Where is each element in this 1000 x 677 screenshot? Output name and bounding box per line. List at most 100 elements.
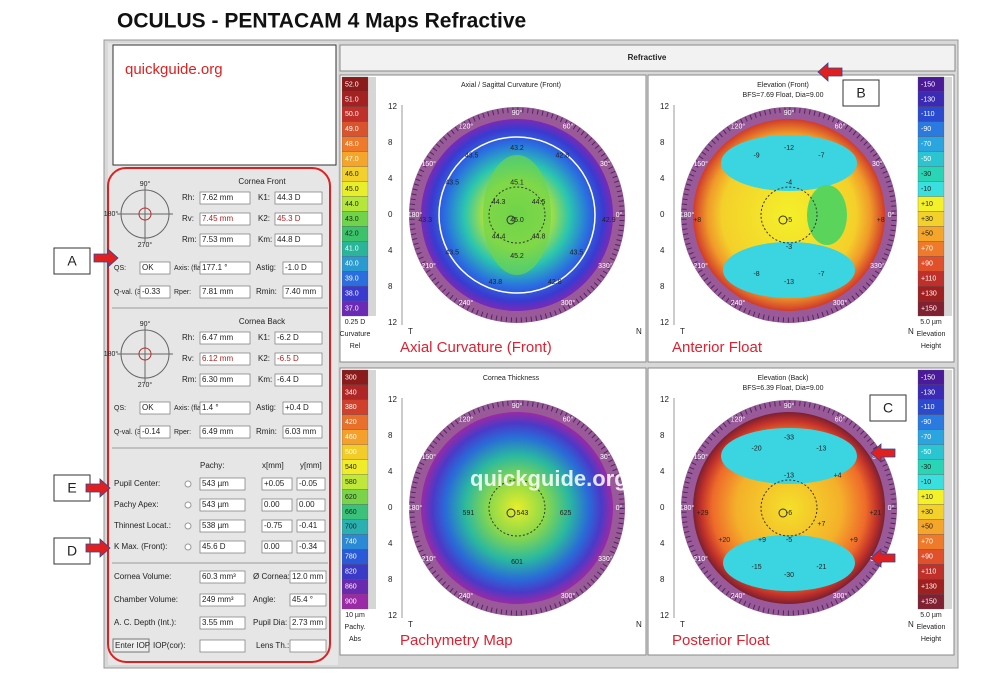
scale-label: +130 — [921, 583, 937, 590]
y-value: -0.05 — [299, 479, 318, 488]
degree-label: 90° — [512, 109, 523, 117]
scale-unit: 5.0 µm — [920, 319, 942, 326]
scale-label: +130 — [921, 290, 937, 297]
y-tick-label: 4 — [388, 467, 393, 476]
degree-label: 150° — [421, 453, 436, 461]
location-marker — [184, 480, 192, 488]
callout-box — [53, 537, 91, 565]
map-value: +9 — [758, 537, 766, 544]
field-value: +0.4 D — [285, 403, 309, 412]
y-tick-label: 4 — [388, 539, 393, 548]
field-value: 177.1 ° — [202, 263, 227, 272]
app-title: OCULUS - PENTACAM 4 Maps Refractive — [117, 10, 526, 33]
scale-label: +150 — [921, 305, 937, 312]
y-tick-label: 4 — [660, 539, 665, 548]
y-tick-label: 12 — [388, 102, 397, 111]
map-value: -7 — [818, 152, 824, 159]
degree-label: 300° — [561, 299, 576, 307]
polar-label: 180° — [104, 210, 119, 218]
y-tick-label: 0 — [660, 210, 665, 219]
scale-label: 860 — [345, 583, 357, 590]
section-heading: Cornea Front — [238, 177, 286, 186]
row-label: Chamber Volume: — [114, 595, 178, 604]
scale-label: -130 — [921, 389, 935, 396]
value: 45.4 ° — [292, 595, 313, 604]
map-caption: Posterior Float — [672, 632, 770, 649]
map-value: -5 — [786, 537, 792, 544]
scale-label: -50 — [921, 156, 931, 163]
scale-label: +50 — [921, 524, 933, 531]
button[interactable] — [112, 638, 150, 653]
polar-label: 90° — [140, 180, 151, 188]
degree-label: 210° — [421, 555, 436, 563]
side-label: T — [680, 327, 685, 336]
callout-arrow — [870, 548, 896, 568]
degree-label: 300° — [833, 592, 848, 600]
map-region — [721, 135, 857, 191]
callout-label: C — [883, 400, 893, 416]
map-value: -4 — [786, 179, 792, 186]
scale-label: 580 — [345, 479, 357, 486]
tab-label[interactable]: Refractive — [628, 53, 667, 62]
y-tick-label: 4 — [660, 246, 665, 255]
map-value: -13 — [816, 445, 826, 452]
callout-box — [842, 79, 880, 107]
scale-label: 42.0 — [345, 231, 359, 238]
row-label: A. C. Depth (Int.): — [114, 618, 176, 627]
y-tick-label: 8 — [388, 282, 393, 291]
map-subtitle: BFS=6.39 Float, Dia=9.00 — [743, 385, 824, 392]
polar-label: 270° — [138, 241, 153, 249]
value: 12.0 mm — [292, 572, 323, 581]
map-value: -12 — [784, 145, 794, 152]
field-box — [282, 285, 323, 299]
scale-label: +30 — [921, 216, 933, 223]
field-box — [199, 261, 251, 275]
field-box — [199, 331, 251, 345]
scale-unit: 0.25 D — [345, 319, 366, 326]
scale-label: 45.0 — [345, 186, 359, 193]
field-box — [296, 477, 326, 491]
location-marker — [184, 522, 192, 530]
map-value: 42.9 — [602, 217, 616, 224]
degree-label: 30° — [600, 160, 611, 168]
scale-label: 540 — [345, 464, 357, 471]
scale-label: 700 — [345, 524, 357, 531]
field-value: 6.12 mm — [202, 354, 233, 363]
field-value: 7.53 mm — [202, 235, 233, 244]
scale-unit: 10 µm — [345, 612, 365, 619]
map-value: 43.8 — [489, 279, 503, 286]
scale-label: -10 — [921, 186, 931, 193]
scale-label: +150 — [921, 598, 937, 605]
y-tick-label: 12 — [660, 318, 669, 327]
map-value: -33 — [784, 435, 794, 442]
field-box — [199, 540, 246, 554]
degree-label: 330° — [870, 262, 885, 270]
scale-unit: Elevation — [917, 624, 946, 631]
field-box — [139, 261, 171, 275]
map-value: 45.0 — [510, 217, 524, 224]
highlight-outline — [107, 167, 331, 663]
degree-label: 60° — [835, 416, 846, 424]
scale-label: 44.0 — [345, 201, 359, 208]
field-value: 45.3 D — [277, 214, 301, 223]
field-box — [289, 639, 327, 653]
tab[interactable] — [339, 44, 956, 72]
map-region — [483, 155, 551, 275]
scale-label: +70 — [921, 539, 933, 546]
map-value: 44.3 — [492, 199, 506, 206]
degree-label: 60° — [563, 123, 574, 131]
callout-label: A — [67, 253, 77, 269]
scale-label: +110 — [921, 569, 936, 576]
field-value: 7.45 mm — [202, 214, 233, 223]
scale-label: 41.0 — [345, 246, 359, 253]
degree-label: 0° — [616, 504, 623, 512]
scale-unit: Pachy. — [345, 624, 366, 631]
field-label: Rv: — [182, 354, 194, 363]
scale-label: -90 — [921, 126, 931, 133]
scale-label: 49.0 — [345, 126, 359, 133]
field-box — [199, 498, 246, 512]
scale-label: 820 — [345, 569, 357, 576]
y-tick-label: 4 — [388, 246, 393, 255]
x-value: -0.75 — [264, 521, 283, 530]
map-title: Elevation (Back) — [758, 375, 809, 382]
